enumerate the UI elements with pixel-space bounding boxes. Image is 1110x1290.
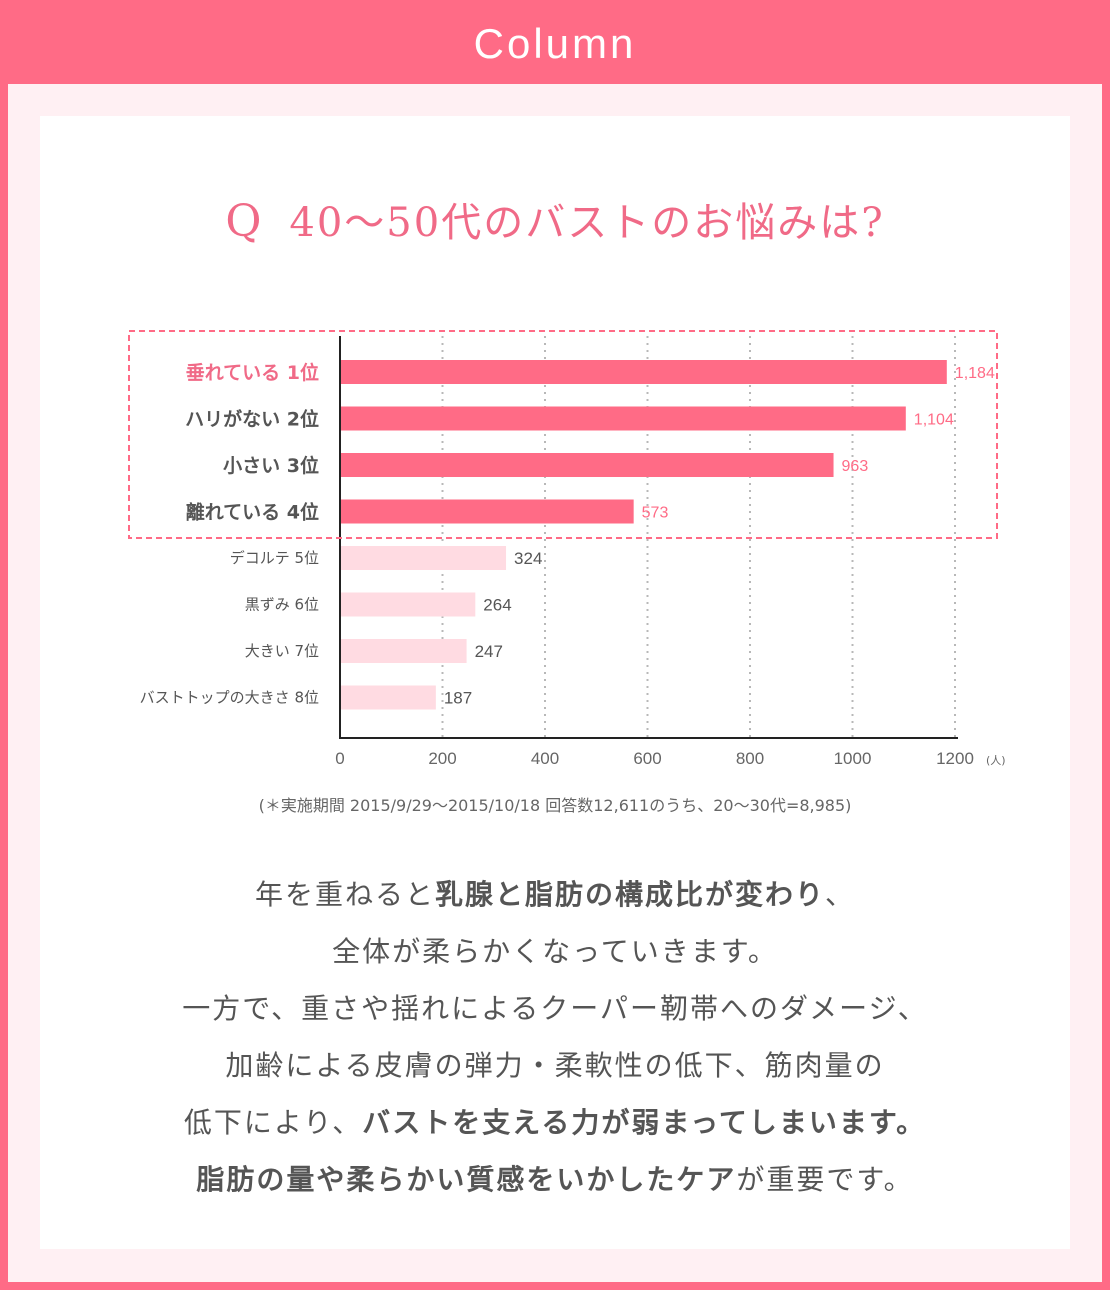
body-line-4: 加齢による皮膚の弾力・柔軟性の低下、筋肉量の	[225, 1049, 885, 1082]
body-line-2: 全体が柔らかくなっていきます。	[332, 935, 778, 968]
question-mark-q: Q	[225, 196, 264, 247]
body-l1c: 、	[825, 878, 856, 911]
x-tick-label: 400	[531, 749, 559, 768]
body-line-3: 一方で、重さや揺れによるクーパー靭帯へのダメージ、	[182, 992, 928, 1025]
bar	[340, 499, 634, 524]
value-label: 247	[475, 642, 503, 661]
x-tick-label: 1200	[936, 749, 974, 768]
x-tick-label: 0	[335, 749, 344, 768]
bar	[340, 639, 467, 663]
bar	[340, 453, 834, 477]
bar	[340, 360, 947, 384]
value-label: 1,184	[955, 365, 995, 382]
category-label: 黒ずみ 6位	[245, 596, 319, 614]
body-line-1: 年を重ねると乳腺と脂肪の構成比が変わり、	[0, 866, 1110, 923]
body-l6a: 脂肪の量や柔らかい質感をいかしたケア	[196, 1163, 737, 1196]
x-tick-label: 200	[428, 749, 456, 768]
category-label: バストトップの大きさ 8位	[140, 689, 319, 707]
body-text: 年を重ねると乳腺と脂肪の構成比が変わり、 全体が柔らかくなっていきます。 一方で…	[0, 866, 1110, 1208]
value-label: 264	[483, 596, 511, 615]
value-label: 963	[842, 458, 869, 475]
body-line-5: 低下により、バストを支える力が弱まってしまいます。	[0, 1094, 1110, 1151]
bar	[340, 592, 476, 617]
category-label: 垂れている 1位	[186, 361, 319, 384]
body-l5b: バストを支える力が弱まってしまいます。	[362, 1106, 927, 1139]
category-label: 小さい 3位	[223, 454, 319, 477]
x-tick-label: 1000	[834, 749, 872, 768]
bar-chart: 0 200 400 600 800 1000 1200 (人) 1,184 垂れている 1位 1,1…	[128, 330, 1006, 768]
column-header: Column	[473, 20, 637, 67]
category-label: 大きい 7位	[245, 642, 319, 660]
category-label: 離れている 4位	[186, 501, 319, 524]
bar	[340, 685, 436, 710]
top4-highlight-box	[128, 330, 998, 539]
category-label: ハリがない 2位	[185, 408, 319, 431]
value-label: 1,104	[914, 412, 954, 429]
bar	[340, 546, 507, 570]
category-label: デコルテ 5位	[230, 549, 319, 567]
value-label: 187	[444, 689, 472, 708]
x-tick-label: 800	[736, 749, 764, 768]
bar	[340, 406, 906, 431]
body-l1b: 乳腺と脂肪の構成比が変わり	[434, 878, 825, 911]
x-tick-label: 600	[633, 749, 661, 768]
body-l5a: 低下により、	[183, 1106, 363, 1139]
inner-panel	[40, 116, 1070, 1249]
question-text: 40〜50代のバストのお悩みは?	[289, 200, 885, 246]
body-line-6: 脂肪の量や柔らかい質感をいかしたケアが重要です。	[0, 1151, 1110, 1208]
x-unit-label: (人)	[986, 754, 1006, 767]
body-l6b: が重要です。	[736, 1163, 914, 1196]
question-title: Q 40〜50代のバストのお悩みは?	[0, 190, 1110, 248]
survey-note: (＊実施期間 2015/9/29〜2015/10/18 回答数12,611のうち…	[258, 796, 852, 815]
value-label: 324	[514, 549, 542, 568]
body-l1a: 年を重ねると	[254, 878, 435, 911]
value-label: 573	[642, 505, 669, 522]
